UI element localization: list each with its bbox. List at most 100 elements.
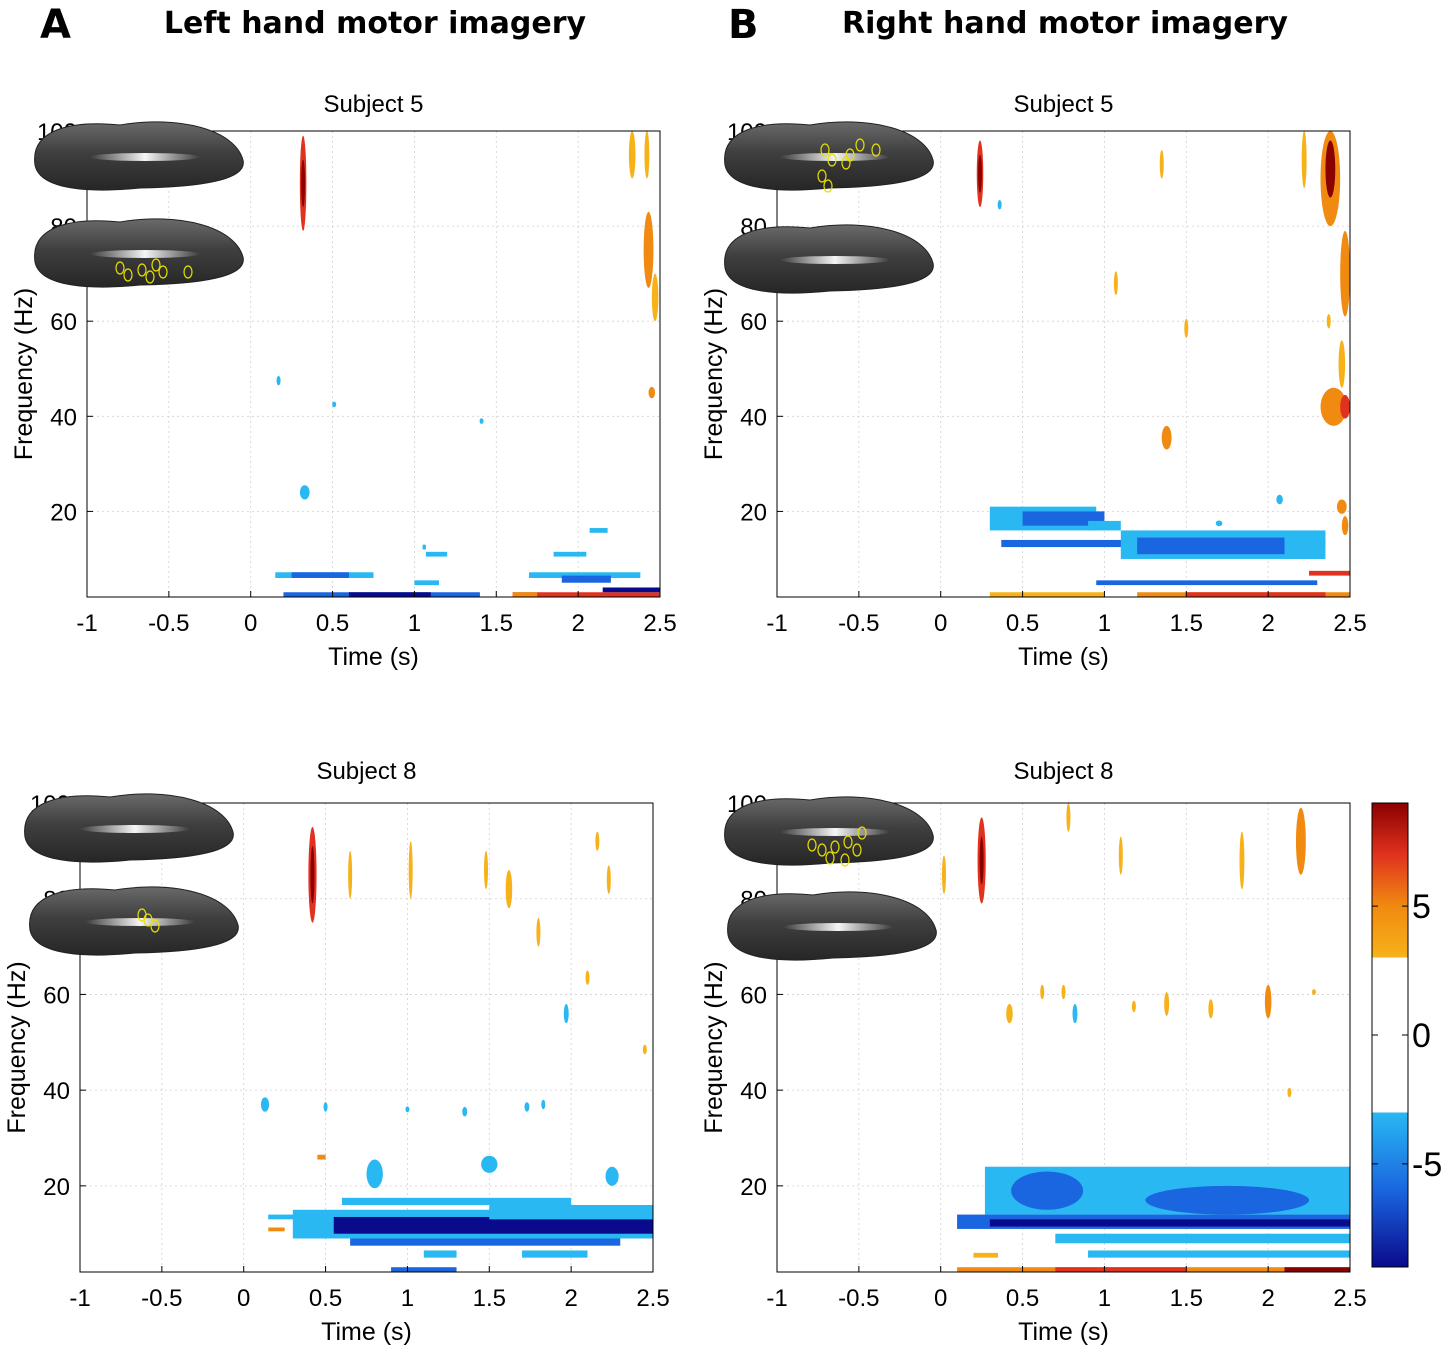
tf-cluster	[1061, 984, 1066, 1000]
activation-outline	[183, 265, 193, 279]
tf-cluster	[606, 865, 611, 894]
tf-cluster	[1287, 1087, 1292, 1098]
tf-cluster	[276, 375, 281, 386]
tf-cluster	[414, 580, 439, 586]
tf-cluster	[1113, 271, 1118, 296]
tf-cluster	[1096, 580, 1318, 586]
tf-cluster	[489, 1205, 653, 1220]
x-tick-label: 2.5	[1333, 1285, 1366, 1312]
brain-surface	[29, 886, 239, 956]
brain-surface	[34, 121, 244, 191]
tf-cluster	[1088, 520, 1121, 531]
tf-cluster	[1295, 807, 1306, 875]
column-title-right: Right hand motor imagery	[842, 6, 1288, 41]
y-axis-label: Frequency (Hz)	[700, 961, 728, 1133]
x-tick-label: 1	[1098, 610, 1111, 637]
tf-cluster	[1184, 318, 1189, 338]
tf-cluster	[651, 273, 659, 322]
tf-cluster	[425, 551, 448, 557]
y-axis-label: Frequency (Hz)	[700, 288, 728, 460]
brain-highlight	[90, 153, 200, 161]
tf-cluster	[1022, 511, 1105, 526]
x-tick-label: -1	[76, 610, 97, 637]
tf-cluster	[260, 1097, 270, 1112]
y-tick-label: 60	[740, 982, 767, 1009]
x-tick-label: 0.5	[316, 610, 349, 637]
x-tick-label: 1	[408, 610, 421, 637]
tf-cluster	[423, 1250, 457, 1258]
x-tick-label: -1	[69, 1285, 90, 1312]
y-tick-label: 60	[50, 309, 77, 336]
panel-label-b: B	[728, 2, 759, 48]
axes-frame	[86, 130, 661, 598]
x-axis-label: Time (s)	[1018, 643, 1109, 671]
colorbar: 5 0 -5	[1371, 802, 1442, 1268]
activation-outline	[137, 263, 147, 277]
y-tick-label: 20	[43, 1174, 70, 1201]
tf-cluster	[536, 917, 541, 947]
heatmap-plot-2: -1-0.500.511.522.520406010080Subject 5Ti…	[700, 91, 1367, 671]
tf-cluster	[529, 572, 641, 578]
brain-highlight	[85, 918, 195, 926]
tf-cluster	[1284, 1267, 1350, 1272]
tf-cluster	[323, 1102, 328, 1112]
activation-outline	[151, 258, 161, 272]
column-title-left: Left hand motor imagery	[163, 6, 587, 41]
tf-cluster	[310, 846, 315, 904]
subplot-title: Subject 5	[323, 91, 423, 118]
brain-highlight	[780, 828, 890, 836]
tf-cluster	[1336, 499, 1347, 514]
tf-cluster	[1131, 1000, 1136, 1013]
activation-outline	[158, 265, 168, 279]
tf-cluster	[1326, 314, 1331, 329]
subplot-title: Subject 5	[1013, 91, 1113, 118]
tf-cluster	[1145, 1185, 1310, 1215]
tf-cluster	[1072, 1004, 1078, 1024]
tf-cluster	[642, 1044, 647, 1055]
y-tick-label: 60	[43, 982, 70, 1009]
tf-cluster	[268, 1214, 302, 1220]
tf-cluster	[605, 1166, 619, 1186]
y-tick-label: 40	[43, 1078, 70, 1105]
x-tick-label: 0.5	[1006, 1285, 1039, 1312]
brain-surface	[727, 891, 937, 961]
tf-cluster	[1340, 394, 1351, 419]
tf-cluster	[484, 850, 489, 890]
y-tick-label: 40	[740, 1078, 767, 1105]
tf-cluster	[1066, 803, 1071, 832]
x-tick-label: 0.5	[1006, 610, 1039, 637]
tf-cluster	[268, 1227, 285, 1232]
tf-cluster	[1239, 831, 1245, 890]
tf-cluster	[541, 1099, 546, 1110]
activation-outline	[123, 268, 133, 282]
subplot-title: Subject 8	[1013, 758, 1113, 785]
subplot-title: Subject 8	[316, 758, 416, 785]
activation-outline	[823, 179, 833, 193]
activation-outline	[852, 843, 862, 857]
x-tick-label: 2.5	[636, 1285, 669, 1312]
tf-cluster	[1340, 230, 1351, 317]
x-tick-label: -1	[766, 1285, 787, 1312]
y-tick-label: 40	[50, 404, 77, 431]
tf-cluster	[1118, 836, 1123, 875]
axes-frame	[776, 802, 1351, 1273]
tf-cluster	[989, 1219, 1350, 1227]
activation-outline	[871, 143, 881, 157]
tf-cluster	[1264, 984, 1272, 1019]
x-tick-label: -0.5	[838, 610, 879, 637]
tf-cluster	[978, 154, 983, 193]
tf-cluster	[1186, 592, 1326, 597]
y-tick-label: 20	[740, 499, 767, 526]
brain-highlight	[780, 256, 890, 264]
activation-outline	[857, 826, 867, 840]
activation-outline	[137, 908, 147, 922]
x-axis-label: Time (s)	[328, 643, 419, 671]
tf-cluster	[332, 401, 337, 408]
tf-cluster	[341, 1197, 572, 1205]
tf-cluster	[648, 386, 656, 399]
tf-cluster	[391, 1267, 457, 1272]
brain-surface	[724, 224, 934, 294]
tf-cluster	[1320, 387, 1347, 426]
tf-cluster	[1208, 999, 1214, 1019]
